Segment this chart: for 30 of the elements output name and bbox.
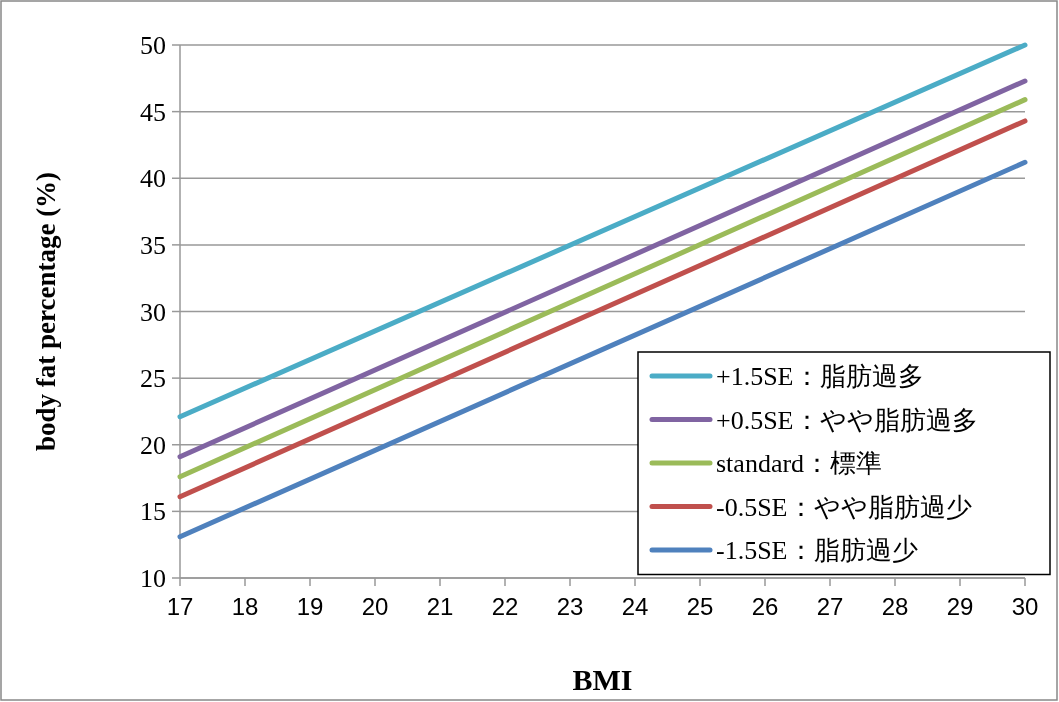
y-tick-label: 45 (140, 97, 166, 127)
y-tick-label: 35 (140, 230, 166, 260)
y-tick-label: 30 (140, 297, 166, 327)
legend-label: standard：標準 (716, 449, 883, 478)
x-tick-label: 30 (1011, 593, 1039, 620)
legend-label: -1.5SE：脂肪過少 (716, 536, 918, 565)
x-tick-label: 21 (426, 593, 454, 620)
x-tick-label: 17 (166, 593, 194, 620)
y-tick-label: 15 (140, 497, 166, 527)
x-tick-label: 24 (621, 593, 649, 620)
x-axis-title: BMI (572, 663, 633, 696)
x-tick-label: 22 (491, 593, 519, 620)
y-tick-label: 40 (140, 164, 166, 194)
y-tick-label: 50 (140, 31, 166, 60)
x-tick-label: 29 (946, 593, 974, 620)
legend-label: +1.5SE：脂肪過多 (716, 362, 924, 391)
x-tick-label: 28 (881, 593, 909, 620)
y-tick-label: 25 (140, 364, 166, 394)
y-axis-title: body fat percentage (%) (31, 171, 61, 452)
x-tick-label: 18 (231, 593, 259, 620)
x-tick-label: 20 (361, 593, 389, 620)
x-tick-label: 23 (556, 593, 584, 620)
legend-label: +0.5SE：やや脂肪過多 (716, 405, 978, 435)
x-tick-label: 27 (816, 593, 844, 620)
y-tick-label: 20 (140, 430, 166, 460)
x-tick-label: 26 (751, 593, 779, 620)
legend-label: -0.5SE：やや脂肪過少 (716, 492, 972, 522)
x-tick-label: 25 (686, 593, 714, 620)
x-tick-label: 19 (296, 593, 324, 620)
y-tick-label: 10 (140, 564, 166, 593)
